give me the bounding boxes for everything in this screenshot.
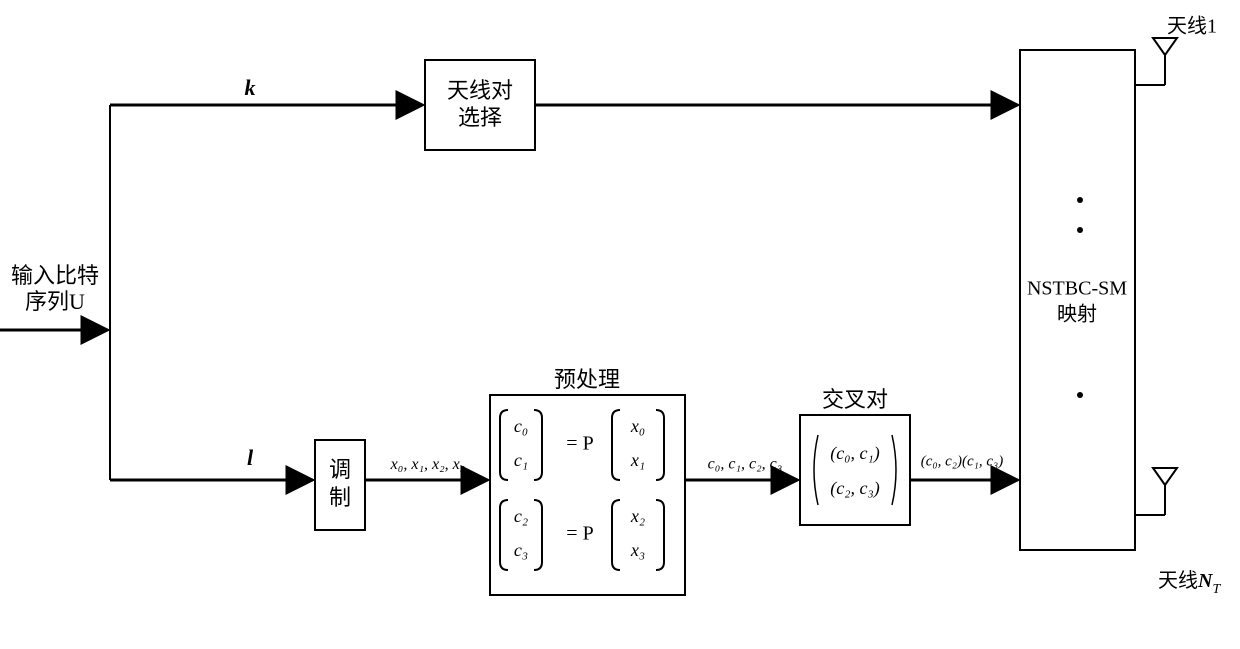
antenna-nt-icon xyxy=(1135,468,1177,515)
mapper-dot-1 xyxy=(1077,197,1083,203)
svg-text:x₂: x₂ xyxy=(630,506,645,526)
cross-paren-l xyxy=(814,435,818,505)
cross-out-label: (c₀, c₂)(c₁, c₃) xyxy=(921,453,1003,469)
antenna-select-l2: 选择 xyxy=(458,105,502,130)
svg-text:= P: = P xyxy=(566,433,593,455)
preproc-eq2: c₂ c₃ = P x₂ x₃ xyxy=(500,500,664,570)
mapper-l2: 映射 xyxy=(1057,303,1097,326)
pre-out-label: c₀, c₁, c₂, c₃ xyxy=(708,456,783,473)
svg-text:c₂: c₂ xyxy=(514,506,528,526)
block-diagram: 输入比特 序列U k 天线对 选择 l 调 制 x₀, x₁, x₂, x₃ 预… xyxy=(0,0,1240,649)
mapper-box xyxy=(1020,50,1135,550)
mapper-dot-3 xyxy=(1077,392,1083,398)
modulation-l2: 制 xyxy=(329,485,351,510)
mapper-l1: NSTBC-SM xyxy=(1027,278,1127,300)
modulation-l1: 调 xyxy=(329,457,351,482)
antenna-1-label: 天线1 xyxy=(1167,15,1217,38)
mapper-dot-2 xyxy=(1077,227,1083,233)
svg-text:x₁: x₁ xyxy=(630,450,645,470)
l-label: l xyxy=(247,445,254,470)
antenna-select-l1: 天线对 xyxy=(447,78,513,103)
antenna-nt-label: 天线NT xyxy=(1158,569,1221,597)
cross-r1: (c₀, c₁) xyxy=(830,443,879,464)
input-label-2: 序列U xyxy=(25,289,85,314)
svg-text:x₀: x₀ xyxy=(630,416,645,436)
cross-r2: (c₂, c₃) xyxy=(830,478,879,499)
svg-text:c₁: c₁ xyxy=(514,450,528,470)
mod-out-label: x₀, x₁, x₂, x₃ xyxy=(390,456,466,473)
svg-text:c₀: c₀ xyxy=(514,416,528,436)
svg-text:= P: = P xyxy=(566,523,593,545)
svg-text:c₃: c₃ xyxy=(514,540,528,560)
svg-text:x₃: x₃ xyxy=(630,540,645,560)
cross-paren-r xyxy=(892,435,896,505)
antenna-1-icon xyxy=(1135,38,1177,85)
cross-box xyxy=(800,415,910,525)
cross-title: 交叉对 xyxy=(822,387,888,412)
preproc-title: 预处理 xyxy=(554,367,620,392)
preproc-eq1: c₀ c₁ = P x₀ x₁ xyxy=(500,410,664,480)
input-label-1: 输入比特 xyxy=(11,263,99,288)
k-label: k xyxy=(245,75,256,100)
